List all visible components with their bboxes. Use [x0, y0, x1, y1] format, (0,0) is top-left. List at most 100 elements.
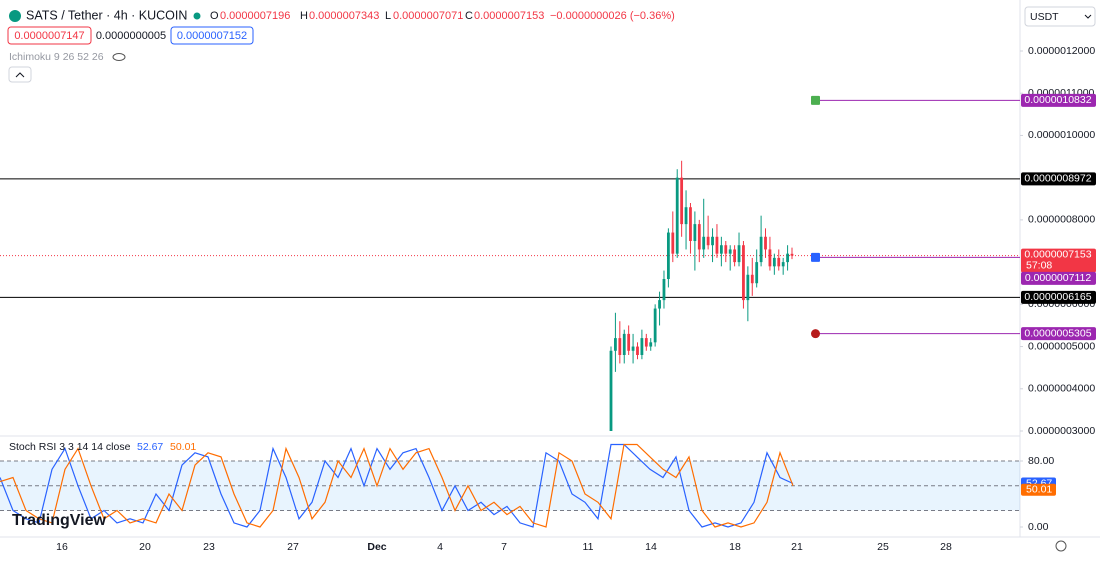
candle-body	[666, 232, 670, 279]
symbol-icon	[9, 10, 21, 22]
y-tick-label: 0.0000012000	[1028, 45, 1095, 57]
sell-box[interactable]	[7, 26, 92, 45]
x-tick-label: 20	[139, 541, 151, 553]
candle-body	[781, 262, 785, 267]
high-key: H	[300, 10, 308, 22]
x-tick-label: 11	[583, 541, 594, 553]
buy-price: 0.0000007152	[177, 30, 247, 42]
overlay: SATS / Tether · 4h · KUCOIN O 0.00000071…	[7, 6, 1096, 552]
x-tick-label: 23	[203, 541, 215, 553]
low-value: 0.0000007071	[393, 10, 463, 22]
x-tick-label: 14	[645, 541, 657, 553]
level-tag-box	[1021, 172, 1096, 186]
plot: 0.00000120000.00000110000.00000100000.00…	[0, 45, 1096, 553]
candle-body	[622, 333, 626, 355]
candle-body	[649, 342, 653, 347]
candle-body	[697, 224, 701, 250]
x-tick-label: 7	[501, 541, 507, 553]
candle-body	[786, 253, 789, 263]
candle-body	[724, 245, 728, 254]
buy-box[interactable]	[170, 26, 254, 45]
stoch-line	[0, 443, 794, 528]
y-tick-label: 0.0000008000	[1028, 214, 1095, 226]
candle-body	[614, 338, 617, 351]
order-icon	[811, 95, 820, 105]
symbol[interactable]: SATS / Tether · 4h · KUCOIN	[26, 8, 187, 22]
candle-body	[728, 249, 732, 254]
x-tick-label: 27	[287, 541, 299, 553]
currency-select[interactable]	[1024, 6, 1096, 27]
candle-body	[772, 257, 776, 267]
order-icon	[811, 329, 820, 339]
low-key: L	[385, 10, 391, 22]
x-tick-label: 18	[729, 541, 741, 553]
candle-body	[711, 236, 714, 246]
sell-price: 0.0000007147	[14, 30, 84, 42]
y-tick-label: 80.00	[1028, 455, 1054, 467]
candle-body	[777, 257, 781, 267]
settings-icon[interactable]	[1055, 540, 1067, 552]
last-price-label: 0.0000007153	[1024, 248, 1091, 260]
order-tag-box	[1021, 327, 1096, 341]
close-value: 0.0000007153	[474, 10, 544, 22]
dropdown-arrow	[1084, 14, 1092, 19]
candle-body	[750, 274, 754, 284]
candle-body	[618, 338, 622, 355]
x-tick-label: 16	[56, 541, 68, 553]
y-tick-label: 0.0000003000	[1028, 425, 1095, 437]
change: −0.0000000026 (−0.36%)	[550, 10, 675, 22]
level-tag: 0.0000008972	[1024, 173, 1091, 185]
status-dot	[193, 12, 201, 20]
y-tick-label: 0.0000004000	[1028, 383, 1095, 395]
currency: USDT	[1030, 11, 1059, 23]
candle-body	[706, 236, 710, 246]
candle-body	[627, 333, 631, 351]
candle-body	[746, 274, 750, 301]
candle-body	[742, 245, 745, 301]
value-tag: 50.01	[1026, 484, 1052, 496]
y-tick-label: 0.0000010000	[1028, 129, 1095, 141]
x-tick-label: 28	[940, 541, 952, 553]
order-tag-box	[1021, 271, 1096, 285]
candle-body	[644, 338, 648, 347]
candle-body	[733, 249, 737, 263]
candle-body	[715, 236, 719, 254]
collapse-button[interactable]	[8, 66, 32, 83]
candle-body	[609, 350, 613, 431]
indicator-title: Stoch RSI 3 3 14 14 close	[9, 441, 131, 453]
order-tag-box	[1021, 93, 1096, 107]
close-key: C	[465, 10, 473, 22]
candle-body	[684, 207, 688, 225]
eye-icon[interactable]	[112, 53, 126, 61]
x-tick-label: 21	[791, 541, 803, 553]
candle-body	[658, 300, 661, 309]
candle-body	[662, 279, 666, 301]
candle-body	[693, 224, 697, 241]
order-tag: 0.0000005305	[1024, 327, 1091, 339]
spread: 0.0000000005	[96, 30, 166, 42]
x-tick-label: 25	[877, 541, 889, 553]
countdown: 57:08	[1026, 259, 1052, 271]
candle-body	[653, 308, 657, 343]
collapse-icon	[15, 72, 25, 78]
level-tag: 0.0000006165	[1024, 291, 1091, 303]
logo: TradingView	[12, 512, 107, 529]
candle-body	[790, 253, 794, 256]
candle-body	[759, 236, 763, 263]
last-price-tag	[1021, 248, 1096, 273]
order-icon	[811, 252, 820, 262]
level-tag-box	[1021, 290, 1096, 304]
stoch-line	[0, 443, 794, 528]
candle-body	[631, 346, 635, 351]
open-key: O	[210, 10, 219, 22]
candle-body	[671, 232, 675, 254]
indicator-label: Ichimoku 9 26 52 26	[9, 51, 104, 63]
value-tag-box	[1021, 483, 1056, 496]
candle-body	[719, 245, 723, 254]
candle-body	[702, 236, 706, 250]
x-tick-label: Dec	[367, 541, 386, 553]
legend-value: 52.67	[137, 441, 163, 453]
open-value: 0.0000007196	[220, 10, 290, 22]
